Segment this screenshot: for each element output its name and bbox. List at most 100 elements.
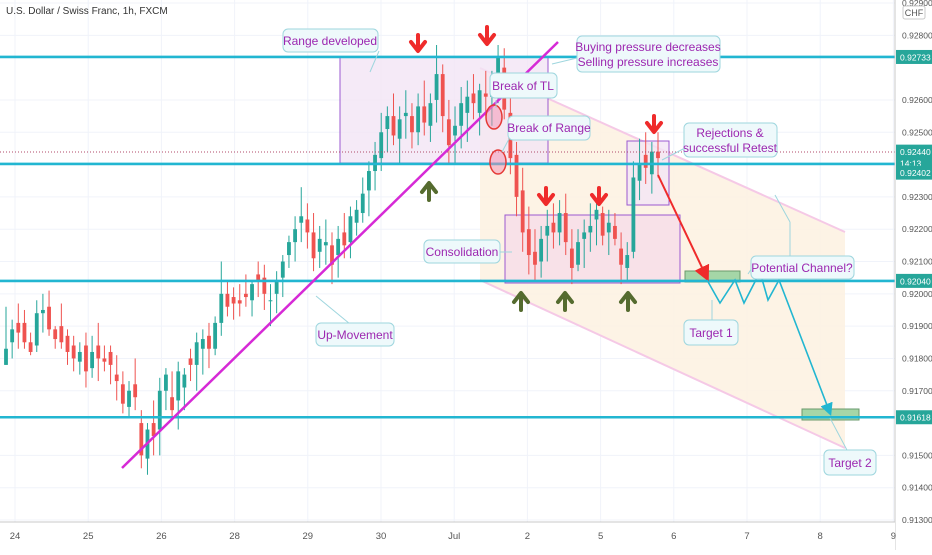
candle-body bbox=[280, 261, 285, 278]
candle bbox=[170, 371, 174, 417]
candle-body bbox=[385, 116, 390, 130]
candle-body bbox=[65, 335, 70, 352]
candle bbox=[643, 132, 648, 184]
candle bbox=[637, 138, 642, 201]
candle bbox=[551, 203, 556, 249]
candle-body bbox=[59, 326, 64, 343]
candle bbox=[207, 322, 211, 369]
candle-body bbox=[545, 225, 550, 236]
candle-body bbox=[262, 277, 267, 294]
callout-rejections-line2: successful Retest bbox=[683, 141, 778, 155]
arrow-up-icon bbox=[512, 291, 530, 312]
candle bbox=[520, 167, 525, 252]
candle-body bbox=[465, 96, 470, 113]
callout-target1-text: Target 1 bbox=[689, 326, 733, 340]
price-tick-label: 0.92800 bbox=[902, 30, 932, 40]
candle bbox=[114, 355, 119, 401]
candle-body bbox=[90, 351, 95, 369]
time-tick-label: 2 bbox=[525, 531, 530, 542]
time-axis[interactable] bbox=[0, 522, 895, 550]
candle-body bbox=[336, 238, 341, 256]
candle-body bbox=[170, 397, 174, 411]
callout-break-of-tl: Break of TL bbox=[489, 72, 558, 99]
candle bbox=[446, 99, 451, 165]
price-tick-label: 0.92200 bbox=[902, 224, 932, 234]
price-tick-label: 0.91900 bbox=[902, 321, 932, 331]
candle bbox=[440, 64, 445, 133]
candle-body bbox=[526, 229, 531, 256]
price-tick-label: 0.91800 bbox=[902, 353, 932, 363]
candle-body bbox=[551, 222, 556, 233]
candle bbox=[102, 345, 107, 372]
arrow-up-icon bbox=[556, 291, 574, 312]
arrow-down-icon bbox=[478, 25, 496, 46]
candle bbox=[397, 106, 402, 165]
candle bbox=[108, 345, 113, 385]
price-tag-label: 0.92040 bbox=[900, 276, 931, 286]
arrow-down-icon bbox=[409, 33, 427, 53]
candle bbox=[280, 255, 285, 298]
candle-body bbox=[176, 371, 181, 401]
candle-body bbox=[139, 423, 144, 456]
price-tick-label: 0.92500 bbox=[902, 127, 932, 137]
candle-body bbox=[323, 242, 328, 246]
callout-pressure-line1: Buying pressure decreases bbox=[575, 40, 720, 54]
candle bbox=[65, 329, 70, 365]
candle bbox=[305, 203, 310, 249]
candle bbox=[545, 209, 550, 262]
candle-body bbox=[563, 213, 568, 243]
candle-body bbox=[188, 358, 193, 365]
candle bbox=[133, 358, 138, 411]
candle-body bbox=[293, 229, 298, 243]
candle-body bbox=[440, 74, 445, 117]
candle-body bbox=[631, 177, 636, 252]
candle bbox=[139, 410, 144, 469]
channel-lower-line bbox=[479, 279, 846, 449]
time-tick-label: 29 bbox=[303, 531, 314, 542]
time-tick-label: Jul bbox=[448, 531, 460, 542]
price-tick-label: 0.92100 bbox=[902, 257, 932, 267]
currency-badge[interactable] bbox=[902, 5, 926, 20]
candle-body bbox=[422, 106, 427, 123]
time-tick-label: 26 bbox=[156, 531, 167, 542]
candle-body bbox=[410, 116, 414, 133]
candle bbox=[619, 232, 624, 285]
candle bbox=[323, 219, 328, 265]
price-tick-label: 0.91500 bbox=[902, 450, 932, 460]
candle bbox=[477, 83, 482, 136]
price-tag-label: 0.91618 bbox=[900, 413, 931, 423]
price-tag bbox=[896, 165, 932, 180]
candle-body bbox=[194, 342, 199, 365]
time-tick-label: 6 bbox=[671, 531, 676, 542]
candle bbox=[391, 93, 396, 146]
candle bbox=[311, 213, 316, 272]
candle bbox=[360, 177, 365, 223]
candle bbox=[47, 290, 51, 336]
callout-up-movement: Up-Movement bbox=[315, 322, 395, 347]
candle bbox=[514, 141, 519, 217]
candle-body bbox=[287, 242, 291, 256]
candle bbox=[96, 322, 101, 382]
candle bbox=[299, 187, 304, 243]
candle bbox=[90, 335, 95, 378]
candle-body bbox=[231, 297, 236, 304]
candle-body bbox=[225, 293, 230, 307]
candle-body bbox=[28, 342, 33, 352]
candle-body bbox=[330, 245, 334, 265]
callout-range-developed: Range developed bbox=[282, 28, 379, 53]
price-tick-label: 0.92300 bbox=[902, 192, 932, 202]
candle-body bbox=[471, 93, 476, 104]
candle-body bbox=[360, 193, 365, 214]
candle-body bbox=[34, 313, 39, 346]
price-tag bbox=[896, 410, 932, 425]
candle bbox=[188, 348, 193, 382]
callout-connector bbox=[661, 147, 686, 161]
price-tag-label: 0.92440 bbox=[900, 147, 931, 157]
candle-body bbox=[96, 345, 101, 359]
callout-connector bbox=[369, 50, 380, 73]
price-tick-label: 0.92600 bbox=[902, 95, 932, 105]
candle bbox=[416, 93, 421, 146]
candle bbox=[576, 229, 580, 272]
